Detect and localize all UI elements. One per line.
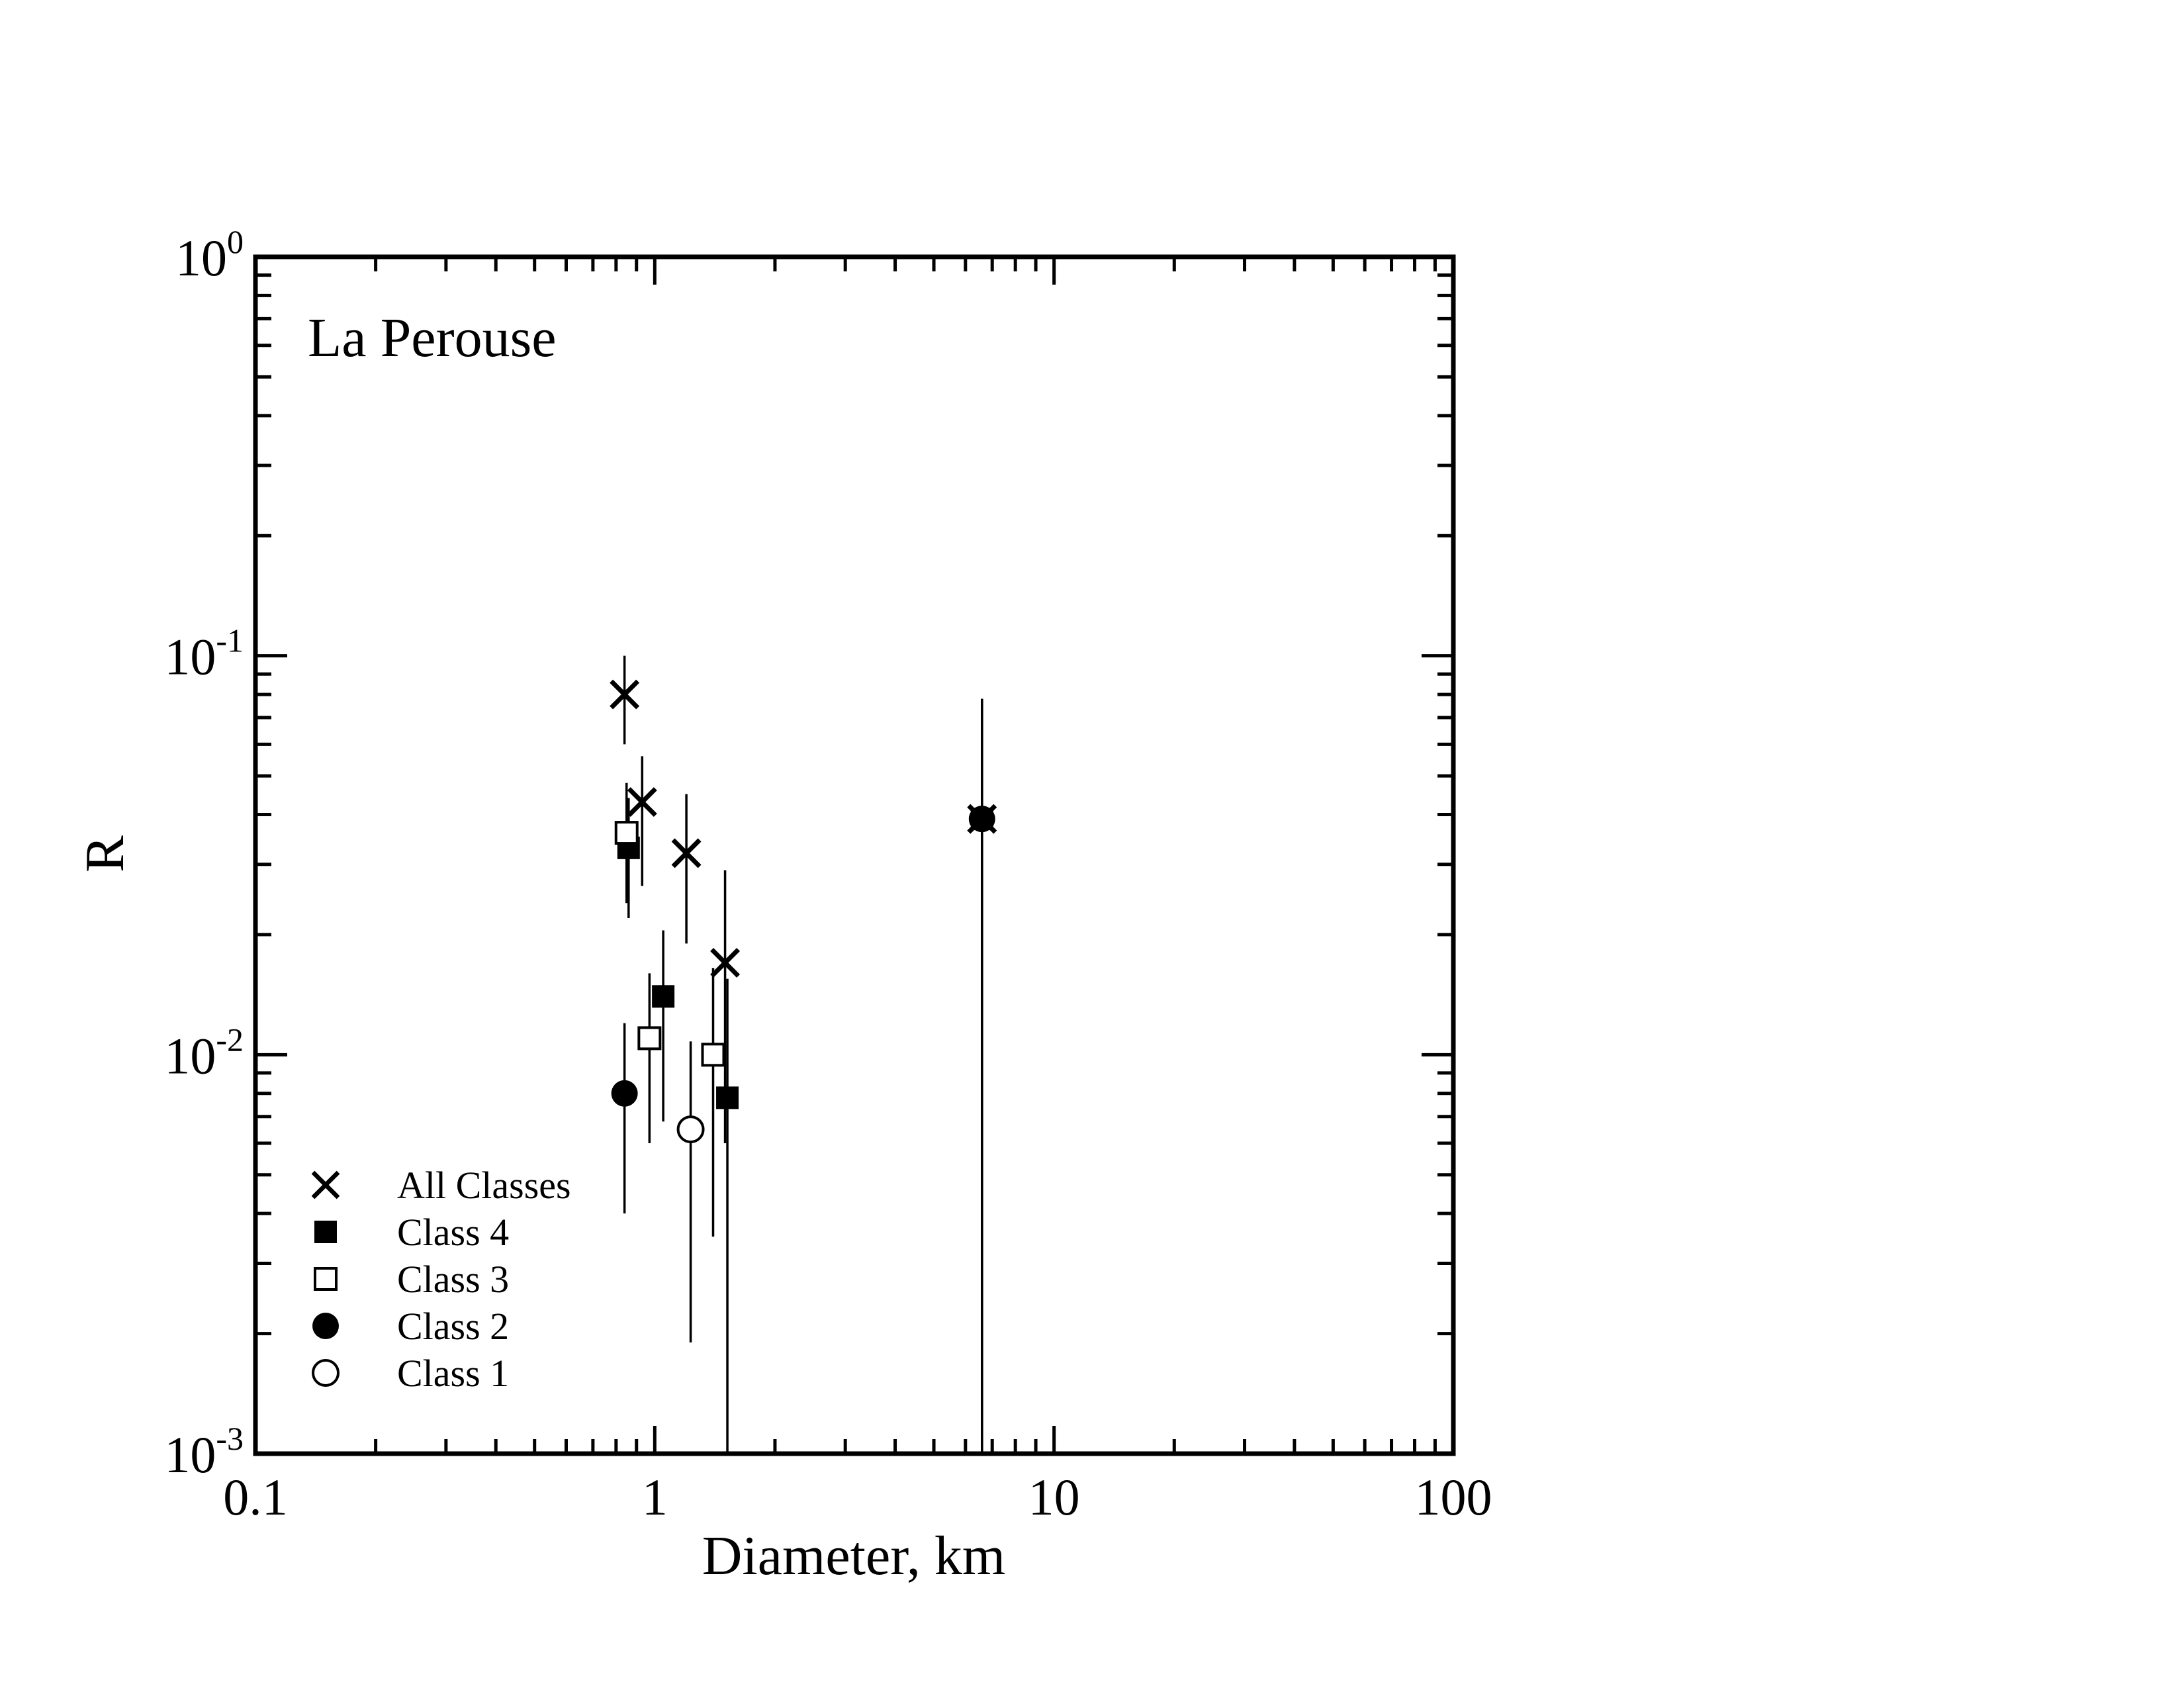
x-marker-stroke	[311, 1170, 340, 1199]
x-marker-stroke	[710, 947, 741, 978]
marker-x	[610, 679, 640, 710]
y-tick-label: 10-3	[164, 1420, 244, 1483]
y-tick-label: 10-1	[164, 622, 244, 686]
marker-x	[311, 1170, 340, 1199]
y-tick-labels: 100 10-1 10-2 10-3	[164, 223, 244, 1483]
legend-label: All Classes	[397, 1164, 571, 1207]
square-marker	[614, 821, 639, 845]
marker-open-square	[637, 1026, 662, 1051]
square-marker	[701, 1043, 725, 1067]
y-tick-label: 100	[175, 223, 244, 287]
marker-filled-square	[970, 808, 993, 831]
legend-item: Class 2	[312, 1305, 509, 1348]
legend-item: Class 4	[314, 1211, 509, 1254]
square-marker	[970, 808, 993, 831]
circle-marker	[676, 1115, 705, 1144]
marker-open-square	[614, 821, 639, 845]
marker-open-square	[314, 1267, 338, 1291]
x-marker-stroke	[627, 787, 657, 818]
legend-label: Class 3	[397, 1258, 509, 1301]
x-tick-label: 100	[1415, 1468, 1492, 1526]
y-axis-title: R	[74, 835, 136, 872]
circle-marker	[312, 1359, 340, 1387]
chart-annotation: La Perouse	[308, 307, 557, 369]
square-marker	[652, 985, 675, 1008]
error-bars	[623, 655, 983, 1454]
marker-open-circle	[312, 1359, 340, 1387]
legend-item: All Classes	[311, 1164, 571, 1207]
legend-label: Class 2	[397, 1305, 509, 1348]
marker-open-square	[701, 1043, 725, 1067]
square-marker	[637, 1026, 662, 1051]
marker-filled-circle	[312, 1313, 339, 1339]
x-marker-stroke	[671, 838, 702, 868]
plot-frame	[253, 254, 1456, 1456]
legend-item: Class 3	[314, 1258, 509, 1301]
square-marker	[314, 1221, 337, 1243]
data-points	[610, 679, 997, 1144]
square-marker	[314, 1267, 338, 1291]
legend-label: Class 1	[397, 1352, 509, 1395]
axis-ticks	[253, 257, 1453, 1456]
marker-filled-square	[652, 985, 675, 1008]
x-tick-label: 10	[1028, 1468, 1080, 1526]
legend-item: Class 1	[312, 1352, 509, 1395]
marker-filled-circle	[611, 1080, 638, 1107]
x-tick-labels: 0.1 1 10 100	[223, 1468, 1492, 1526]
square-marker	[716, 1086, 739, 1109]
circle-marker	[611, 1080, 638, 1107]
marker-x	[710, 947, 741, 978]
y-tick-label: 10-2	[164, 1021, 244, 1084]
circle-marker	[312, 1313, 339, 1339]
x-axis-title: Diameter, km	[702, 1525, 1005, 1587]
legend-label: Class 4	[397, 1211, 509, 1254]
marker-x	[671, 838, 702, 868]
marker-x	[627, 787, 657, 818]
x-marker-stroke	[610, 679, 640, 710]
x-tick-label: 1	[642, 1468, 668, 1526]
marker-open-circle	[676, 1115, 705, 1144]
x-tick-label: 0.1	[223, 1468, 288, 1526]
marker-filled-square	[314, 1221, 337, 1243]
marker-filled-square	[716, 1086, 739, 1109]
